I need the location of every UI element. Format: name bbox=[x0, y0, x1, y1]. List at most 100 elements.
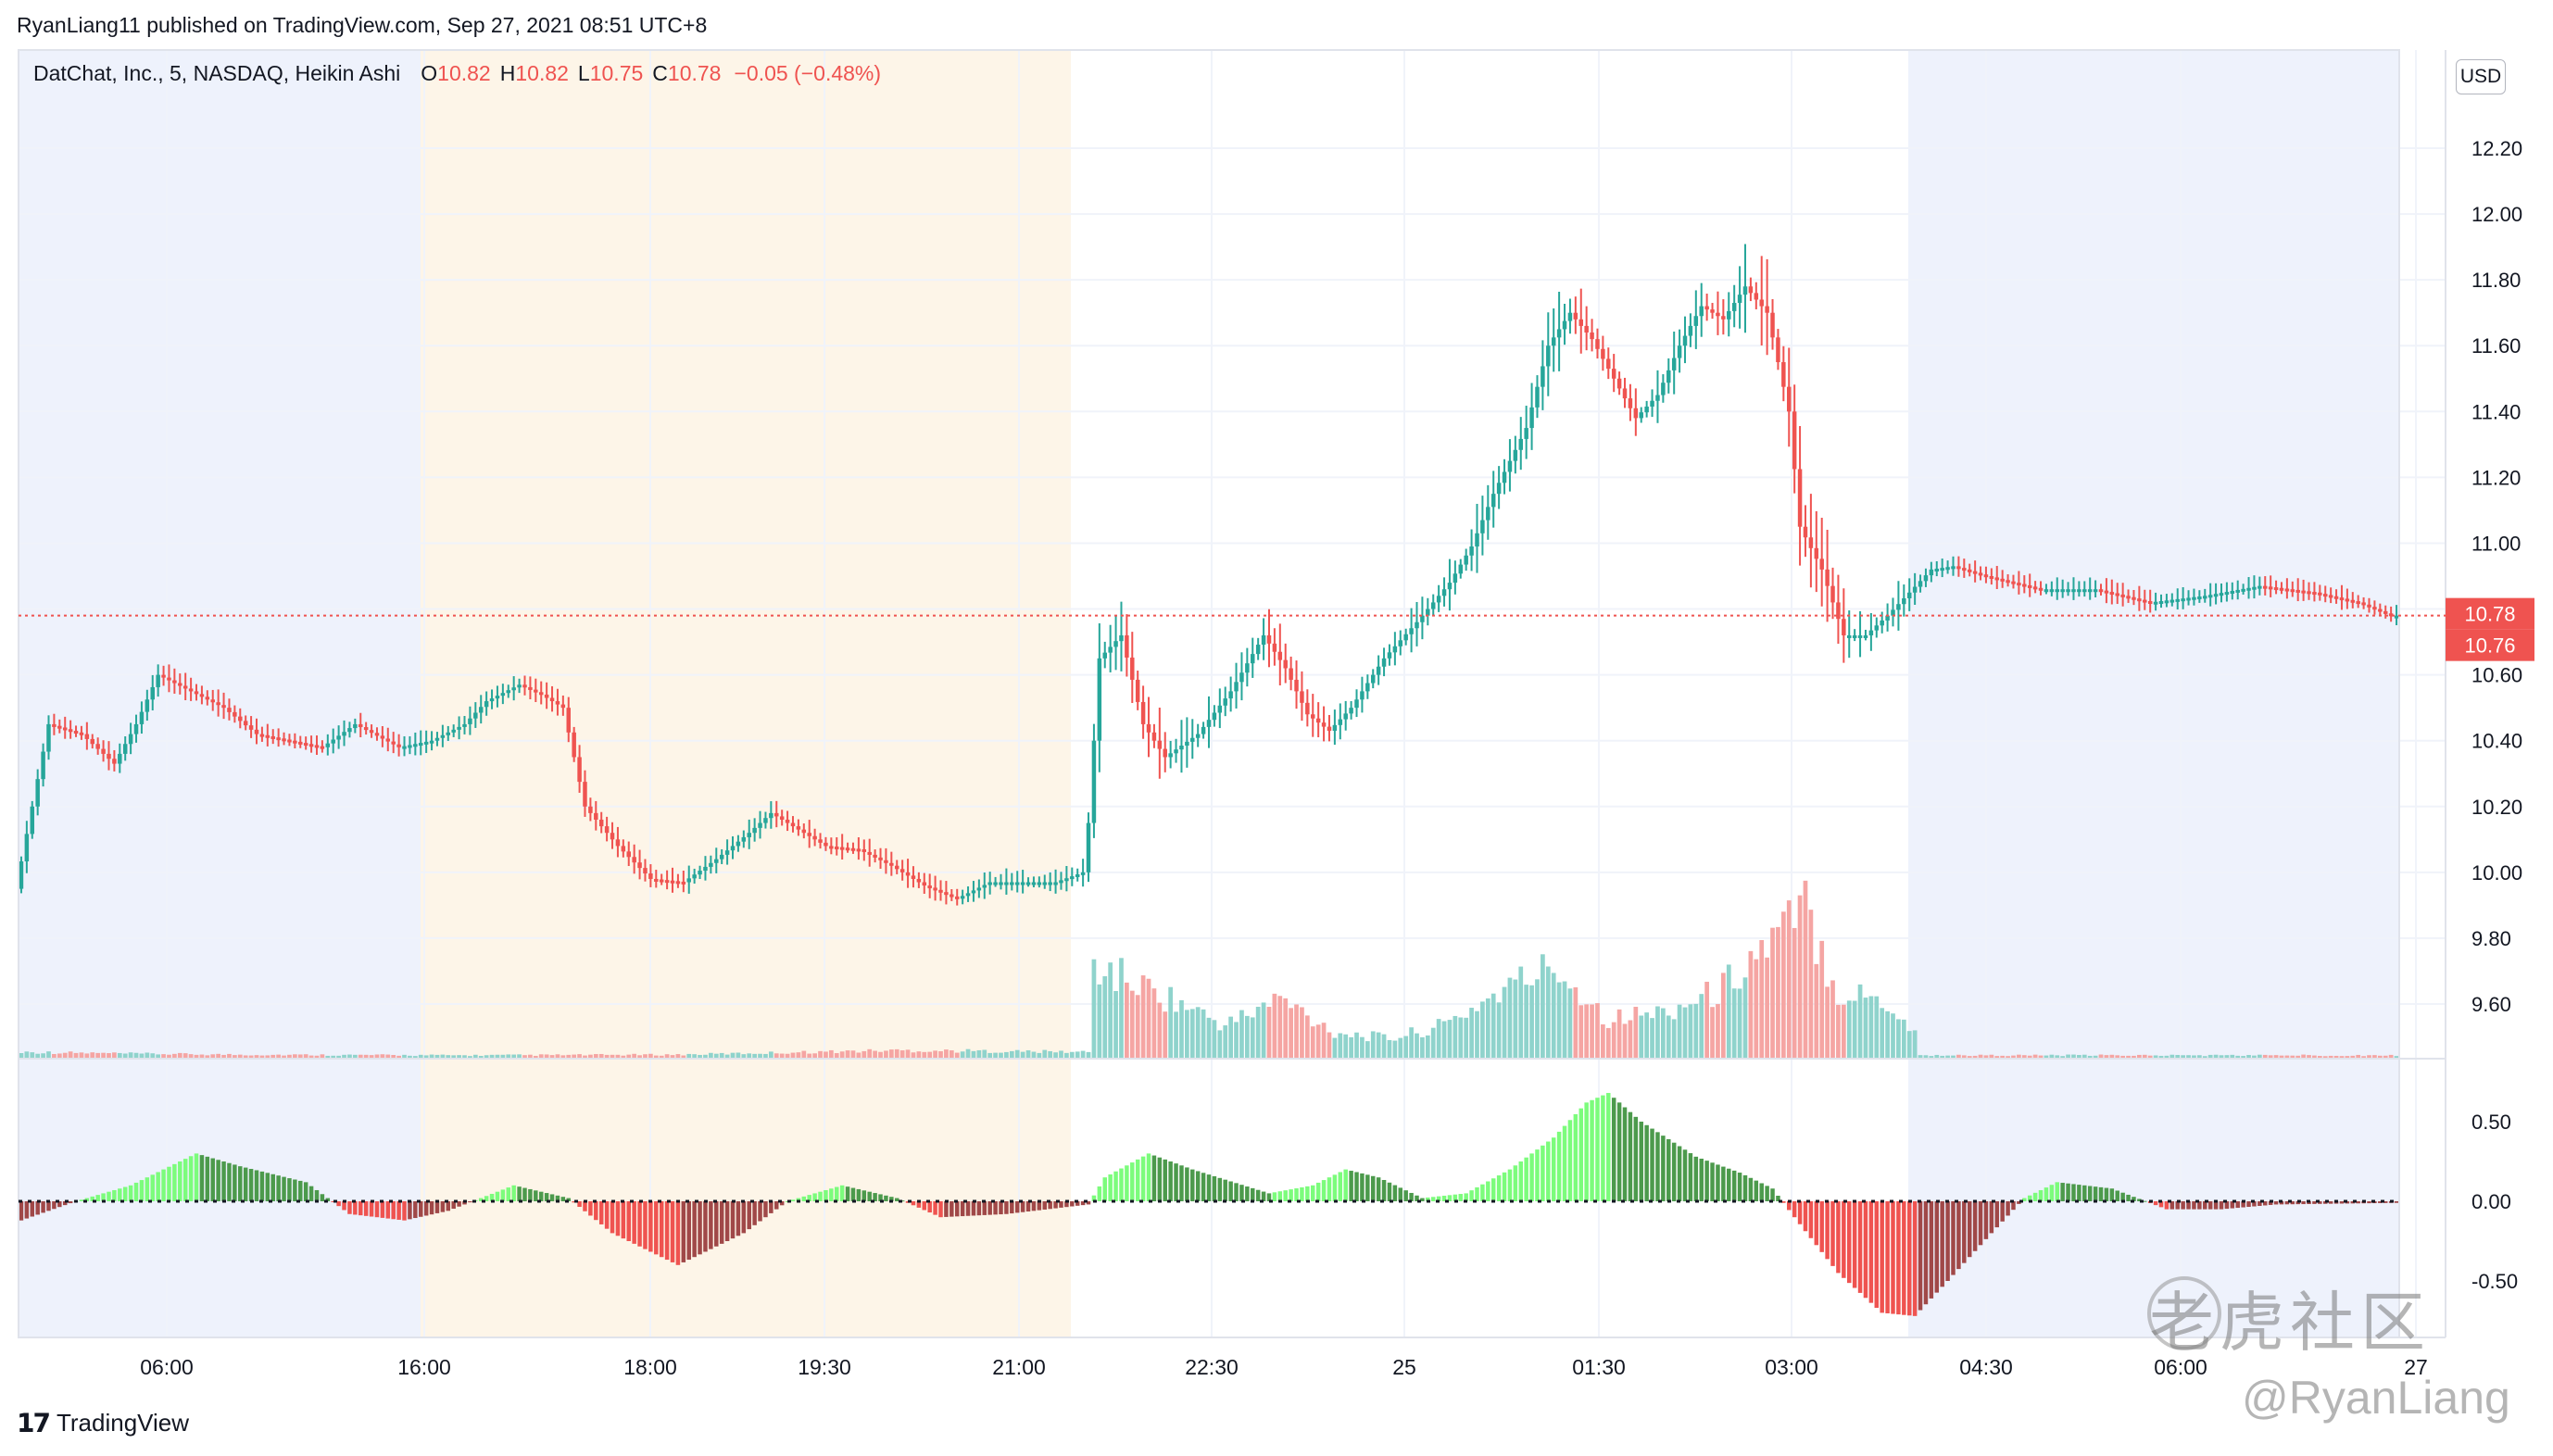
oscillator-bar bbox=[385, 1201, 391, 1219]
candle-body bbox=[555, 701, 560, 705]
candle-body bbox=[692, 874, 697, 879]
oscillator-bar bbox=[2022, 1198, 2027, 1201]
oscillator-bar bbox=[1174, 1163, 1178, 1201]
candle-body bbox=[1381, 658, 1387, 667]
oscillator-bar bbox=[336, 1201, 341, 1207]
candle-body bbox=[549, 697, 555, 702]
oscillator-bar bbox=[1403, 1190, 1408, 1201]
oscillator-bar bbox=[188, 1156, 194, 1201]
volume-bar bbox=[117, 1052, 122, 1059]
candle-body bbox=[741, 836, 747, 842]
volume-bar bbox=[1825, 986, 1830, 1059]
volume-bar bbox=[358, 1054, 363, 1059]
candle-body bbox=[1354, 699, 1359, 709]
candle-body bbox=[1174, 749, 1178, 754]
oscillator-bar bbox=[101, 1193, 106, 1201]
candle-body bbox=[336, 735, 341, 740]
candle-body bbox=[987, 882, 992, 885]
oscillator-bar bbox=[451, 1201, 456, 1210]
candle-body bbox=[358, 723, 363, 728]
candle-body bbox=[2164, 600, 2169, 604]
candle-body bbox=[790, 822, 796, 827]
currency-button[interactable]: USD bbox=[2456, 59, 2506, 94]
watermark-sub: @RyanLiang bbox=[2242, 1372, 2510, 1424]
candle-body bbox=[167, 677, 171, 681]
candle-body bbox=[654, 878, 659, 882]
oscillator-bar bbox=[1206, 1174, 1212, 1201]
oscillator-bar bbox=[347, 1201, 352, 1214]
candle-body bbox=[1490, 494, 1496, 508]
candle-body bbox=[2055, 589, 2059, 593]
volume-bar bbox=[1605, 1027, 1611, 1059]
volume-bar bbox=[2087, 1055, 2093, 1059]
candle-body bbox=[867, 851, 872, 855]
volume-bar bbox=[1135, 995, 1140, 1059]
volume-bar bbox=[2021, 1055, 2027, 1059]
volume-bar bbox=[1343, 1034, 1349, 1059]
volume-bar bbox=[2142, 1054, 2147, 1059]
candle-body bbox=[1906, 592, 1912, 598]
oscillator-bar bbox=[1108, 1174, 1113, 1201]
candle-body bbox=[1562, 320, 1567, 330]
volume-bar bbox=[615, 1054, 621, 1059]
oscillator-bar bbox=[1130, 1162, 1135, 1201]
oscillator-bar bbox=[396, 1201, 401, 1220]
candle-body bbox=[621, 846, 626, 852]
oscillator-bar bbox=[24, 1201, 30, 1219]
volume-bar bbox=[248, 1055, 254, 1059]
oscillator-bar bbox=[1234, 1183, 1239, 1201]
volume-bar bbox=[807, 1053, 812, 1059]
candle-body bbox=[1846, 634, 1852, 638]
candle-body bbox=[1934, 569, 1940, 572]
volume-bar bbox=[2109, 1054, 2115, 1059]
candle-body bbox=[1727, 310, 1731, 320]
volume-bar bbox=[861, 1050, 867, 1059]
candle-body bbox=[1234, 682, 1239, 692]
oscillator-bar bbox=[807, 1195, 811, 1201]
oscillator-bar bbox=[35, 1201, 40, 1215]
candle-body bbox=[369, 730, 374, 734]
candle-body bbox=[320, 746, 325, 749]
candle-body bbox=[478, 707, 484, 713]
volume-bar bbox=[30, 1052, 35, 1059]
volume-bar bbox=[1502, 986, 1507, 1059]
volume-bar bbox=[2027, 1055, 2032, 1059]
oscillator-bar bbox=[440, 1201, 446, 1212]
symbol-title[interactable]: DatChat, Inc., 5, NASDAQ, Heikin Ashi bbox=[33, 61, 401, 85]
volume-bar bbox=[2241, 1056, 2245, 1059]
session-regular bbox=[421, 50, 1071, 1337]
volume-bar bbox=[1601, 1023, 1605, 1059]
candle-body bbox=[1704, 306, 1709, 310]
oscillator-bar bbox=[604, 1201, 610, 1229]
candle-body bbox=[1053, 882, 1058, 885]
candle-body bbox=[2022, 584, 2027, 587]
oscillator-bar bbox=[342, 1201, 346, 1211]
time-tick-label: 21:00 bbox=[992, 1355, 1046, 1379]
time-tick-label: 06:00 bbox=[2154, 1355, 2207, 1379]
oscillator-bar bbox=[145, 1177, 150, 1201]
volume-bar bbox=[79, 1052, 84, 1059]
candle-body bbox=[1978, 572, 1983, 576]
tradingview-logo[interactable]: 𝟭𝟳 TradingView bbox=[17, 1408, 189, 1438]
volume-bar bbox=[2120, 1055, 2126, 1059]
candle-body bbox=[648, 873, 653, 879]
oscillator-bar bbox=[1272, 1192, 1277, 1201]
oscillator-bar bbox=[1201, 1173, 1206, 1201]
candle-body bbox=[2120, 594, 2125, 597]
oscillator-bar bbox=[2252, 1201, 2257, 1207]
volume-bar bbox=[216, 1053, 221, 1059]
oscillator-bar bbox=[1622, 1107, 1628, 1201]
candle-body bbox=[560, 704, 566, 709]
volume-bar bbox=[944, 1049, 949, 1059]
oscillator-bar bbox=[1956, 1201, 1961, 1270]
candle-body bbox=[2322, 594, 2328, 597]
volume-bar bbox=[434, 1054, 440, 1059]
oscillator-bar bbox=[1699, 1158, 1704, 1201]
candle-body bbox=[1151, 732, 1157, 741]
price-tick-label: 11.40 bbox=[2471, 400, 2521, 423]
candle-body bbox=[785, 819, 790, 823]
candle-body bbox=[19, 861, 24, 889]
volume-bar bbox=[1912, 1030, 1918, 1059]
oscillator-bar bbox=[664, 1201, 670, 1261]
